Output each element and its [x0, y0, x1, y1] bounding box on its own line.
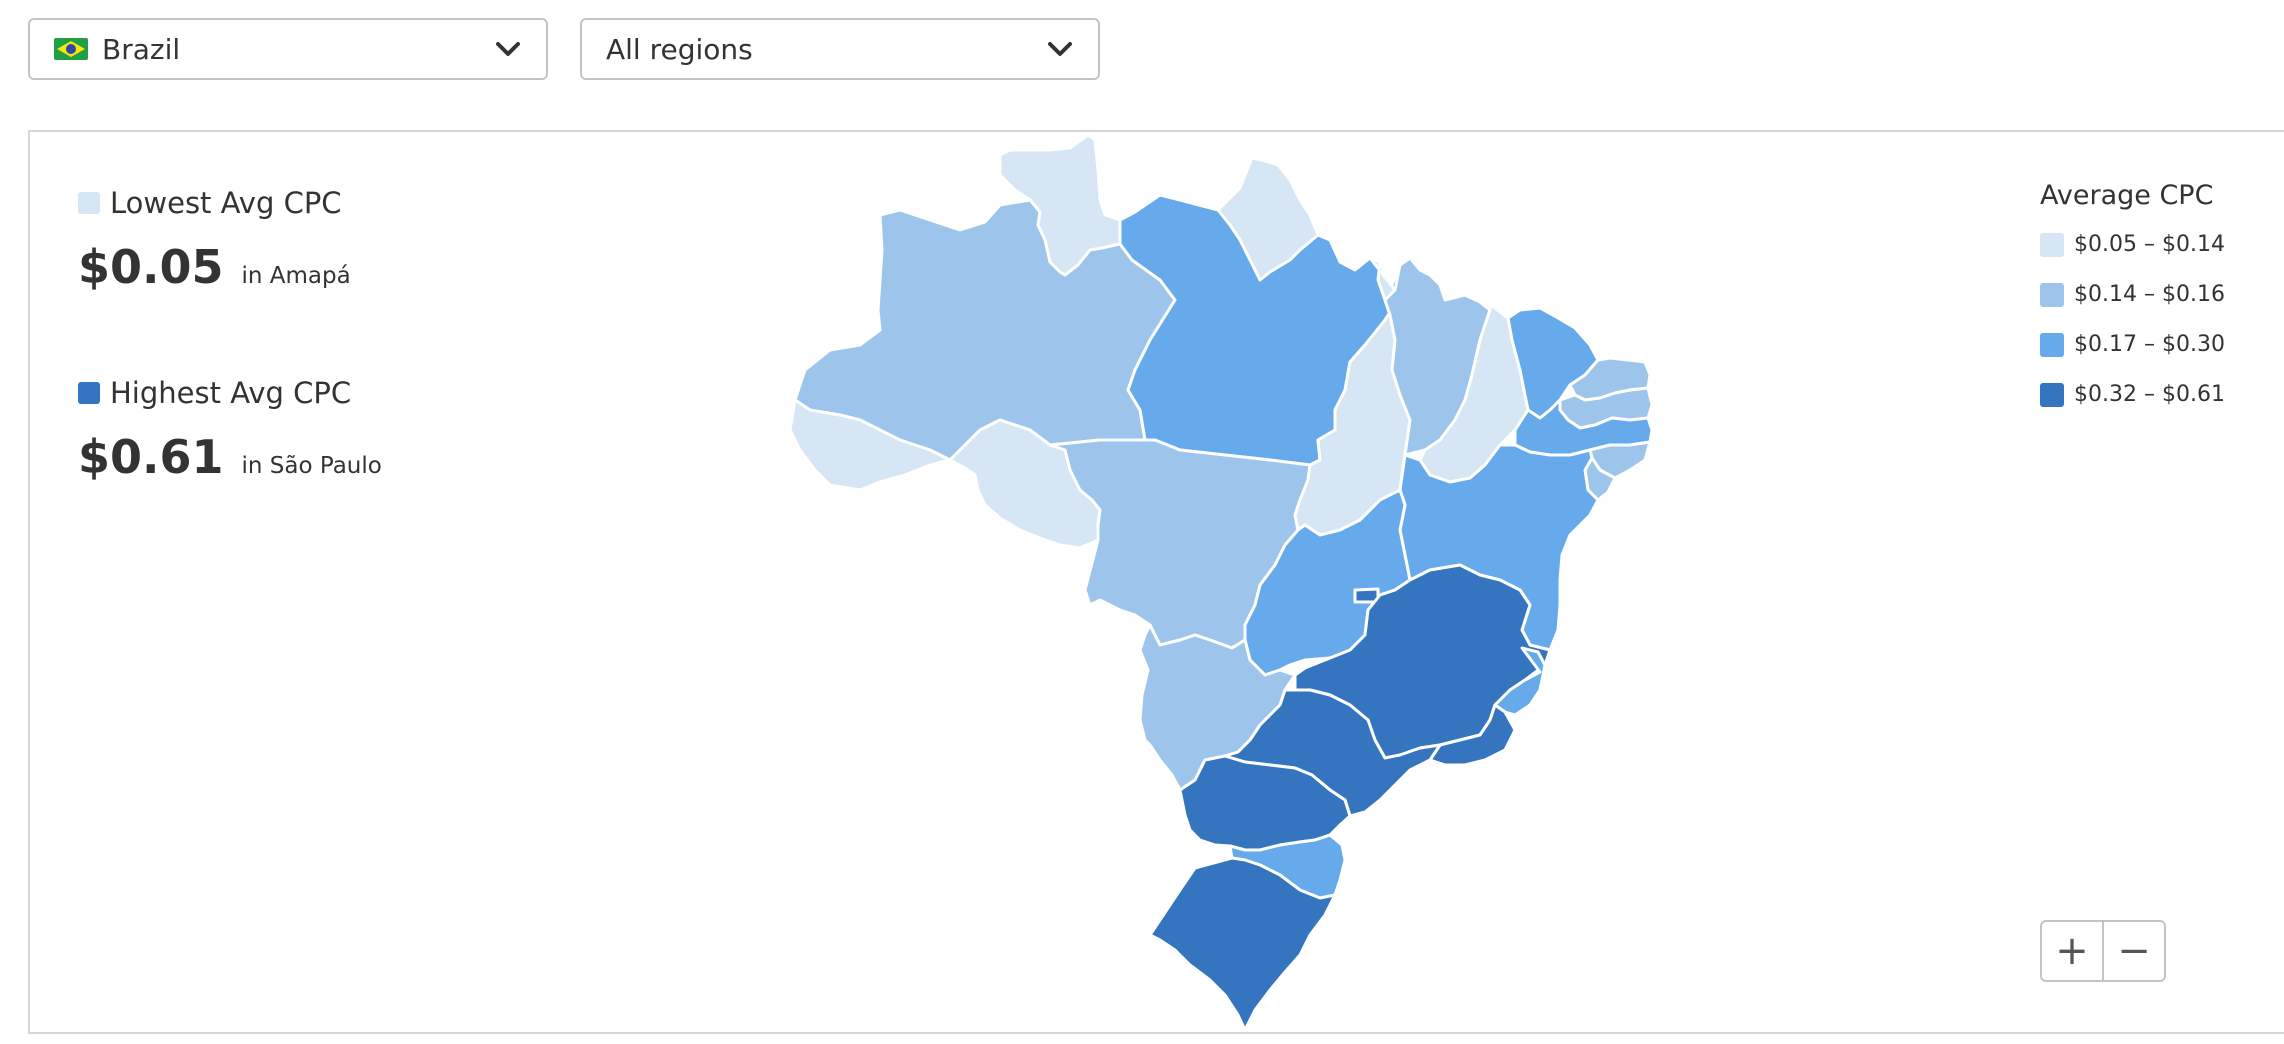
legend-label: $0.32 – $0.61 [2074, 382, 2225, 407]
state-rio-grande-do-sul[interactable]: Rio Grande do Sul [1148, 856, 1337, 1032]
zoom-in-button[interactable]: + [2055, 928, 2089, 974]
highest-cpc-heading: Highest Avg CPC [78, 376, 351, 410]
state-acre[interactable]: Acre [788, 398, 952, 492]
region-select[interactable]: All regions [580, 18, 1100, 80]
legend-item: $0.05 – $0.14 [2040, 232, 2225, 257]
lowest-cpc-value-row: $0.05 in Amapá [78, 240, 351, 294]
chevron-down-icon [496, 42, 520, 56]
country-select[interactable]: Brazil [28, 18, 548, 80]
legend-swatch [2040, 332, 2064, 357]
lowest-cpc-label: Lowest Avg CPC [110, 186, 342, 220]
map-card [28, 130, 2284, 1034]
highest-cpc-value-row: $0.61 in São Paulo [78, 430, 382, 484]
lowest-cpc-location: in Amapá [241, 263, 351, 289]
legend-label: $0.05 – $0.14 [2074, 232, 2225, 257]
lowest-cpc-swatch [78, 192, 100, 214]
highest-cpc-value: $0.61 [78, 430, 224, 484]
legend-label: $0.14 – $0.16 [2074, 282, 2225, 307]
legend-item: $0.17 – $0.30 [2040, 332, 2225, 357]
zoom-out-button[interactable]: − [2102, 922, 2164, 980]
legend-label: $0.17 – $0.30 [2074, 332, 2225, 357]
legend-swatch [2040, 382, 2064, 407]
highest-cpc-label: Highest Avg CPC [110, 376, 352, 410]
highest-cpc-location: in São Paulo [241, 453, 382, 479]
state-espirito-santo[interactable]: Espírito Santo [1493, 646, 1547, 717]
brazil-flag-icon [54, 38, 88, 60]
legend-swatch [2040, 232, 2064, 257]
state-rio-de-janeiro[interactable]: Rio de Janeiro [1428, 703, 1517, 767]
country-select-value: Brazil [102, 32, 181, 66]
highest-cpc-swatch [78, 382, 100, 404]
legend-item: $0.32 – $0.61 [2040, 382, 2225, 407]
chevron-down-icon [1048, 42, 1072, 56]
state-parana[interactable]: Paraná [1178, 754, 1352, 852]
legend-title: Average CPC [2040, 180, 2214, 211]
lowest-cpc-heading: Lowest Avg CPC [78, 186, 342, 220]
legend-swatch [2040, 282, 2064, 307]
lowest-cpc-value: $0.05 [78, 240, 224, 294]
legend-item: $0.14 – $0.16 [2040, 282, 2225, 307]
zoom-controls: + − [2040, 920, 2166, 982]
region-select-value: All regions [606, 32, 753, 66]
